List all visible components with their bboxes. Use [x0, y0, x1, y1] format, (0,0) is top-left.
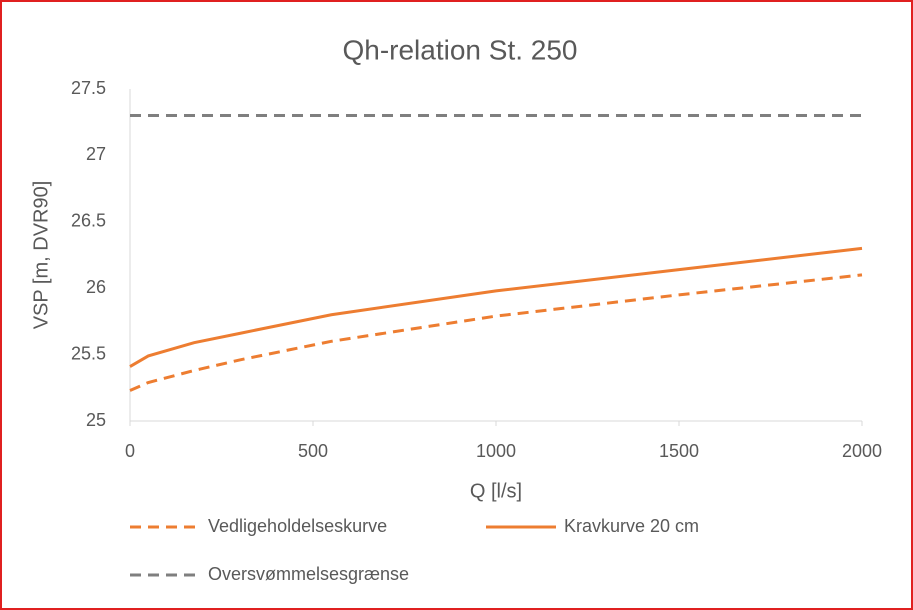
y-tick-label: 25.5	[71, 343, 106, 363]
line-series	[129, 273, 863, 392]
legend-label: Vedligeholdelseskurve	[208, 516, 387, 536]
x-tick-label: 0	[125, 441, 135, 461]
x-tick-label: 500	[298, 441, 328, 461]
legend-label: Oversvømmelsesgrænse	[208, 564, 409, 584]
x-tick-label: 1500	[659, 441, 699, 461]
line-series	[129, 246, 863, 368]
y-tick-label: 26.5	[71, 211, 106, 231]
x-axis-label: Q [l/s]	[470, 480, 522, 502]
chart-title: Qh-relation St. 250	[342, 34, 577, 65]
x-tick-label: 1000	[476, 441, 516, 461]
legend-label: Kravkurve 20 cm	[564, 516, 699, 536]
y-axis-label: VSP [m, DVR90]	[30, 181, 52, 330]
y-tick-label: 26	[86, 277, 106, 297]
y-tick-label: 27	[86, 144, 106, 164]
y-tick-label: 25	[86, 410, 106, 430]
x-tick-label: 2000	[842, 441, 882, 461]
y-tick-label: 27.5	[71, 78, 106, 98]
